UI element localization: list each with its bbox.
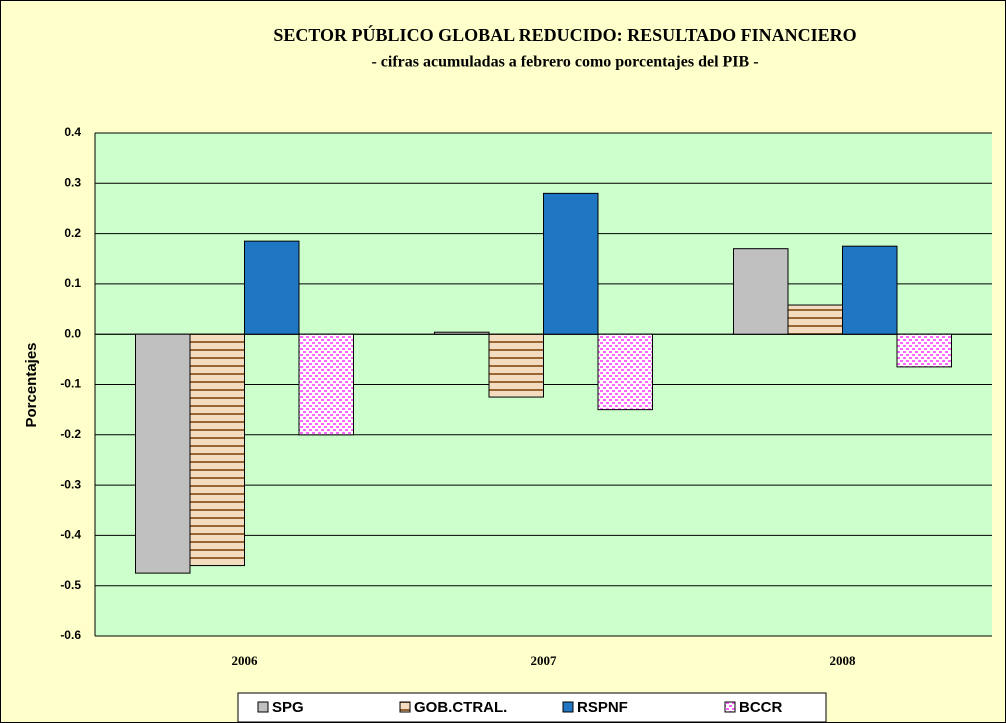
bar (298, 333, 354, 436)
y-tick-label: 0.4 (64, 125, 81, 139)
legend-label: GOB.CTRAL. (414, 699, 507, 716)
legend-swatch (257, 701, 269, 713)
bar (896, 333, 952, 368)
y-axis-label: Porcentajes (23, 342, 40, 427)
x-tick-label: 2006 (232, 653, 259, 668)
chart-subtitle: - cifras acumuladas a febrero como porce… (371, 54, 758, 71)
legend-swatch (724, 701, 736, 713)
legend (237, 692, 827, 723)
y-tick-label: 0.3 (64, 175, 81, 189)
y-tick-label: -0.1 (60, 377, 81, 391)
bar (733, 248, 789, 335)
y-tick-label: -0.5 (60, 578, 81, 592)
legend-swatch (562, 701, 574, 713)
y-tick-label: -0.3 (60, 477, 81, 491)
bar (543, 192, 599, 335)
bar (135, 333, 191, 574)
x-tick-label: 2008 (830, 653, 857, 668)
y-tick-label: 0.0 (64, 326, 81, 340)
chart-title: SECTOR PÚBLICO GLOBAL REDUCIDO: RESULTAD… (273, 24, 856, 45)
legend-label: BCCR (739, 699, 782, 716)
y-tick-label: 0.1 (64, 276, 81, 290)
bar (597, 333, 653, 411)
legend-label: RSPNF (577, 699, 628, 716)
legend-swatch (399, 701, 411, 713)
y-tick-label: -0.4 (60, 528, 81, 542)
legend-label: SPG (272, 699, 304, 716)
x-tick-label: 2007 (531, 653, 558, 668)
bar (488, 333, 544, 398)
bar (434, 331, 490, 335)
bar (189, 333, 245, 567)
y-tick-label: -0.2 (60, 427, 81, 441)
y-tick-label: -0.6 (60, 628, 81, 642)
bar (842, 245, 898, 335)
bar (244, 240, 300, 335)
y-tick-label: 0.2 (64, 226, 81, 240)
bar (787, 304, 843, 335)
